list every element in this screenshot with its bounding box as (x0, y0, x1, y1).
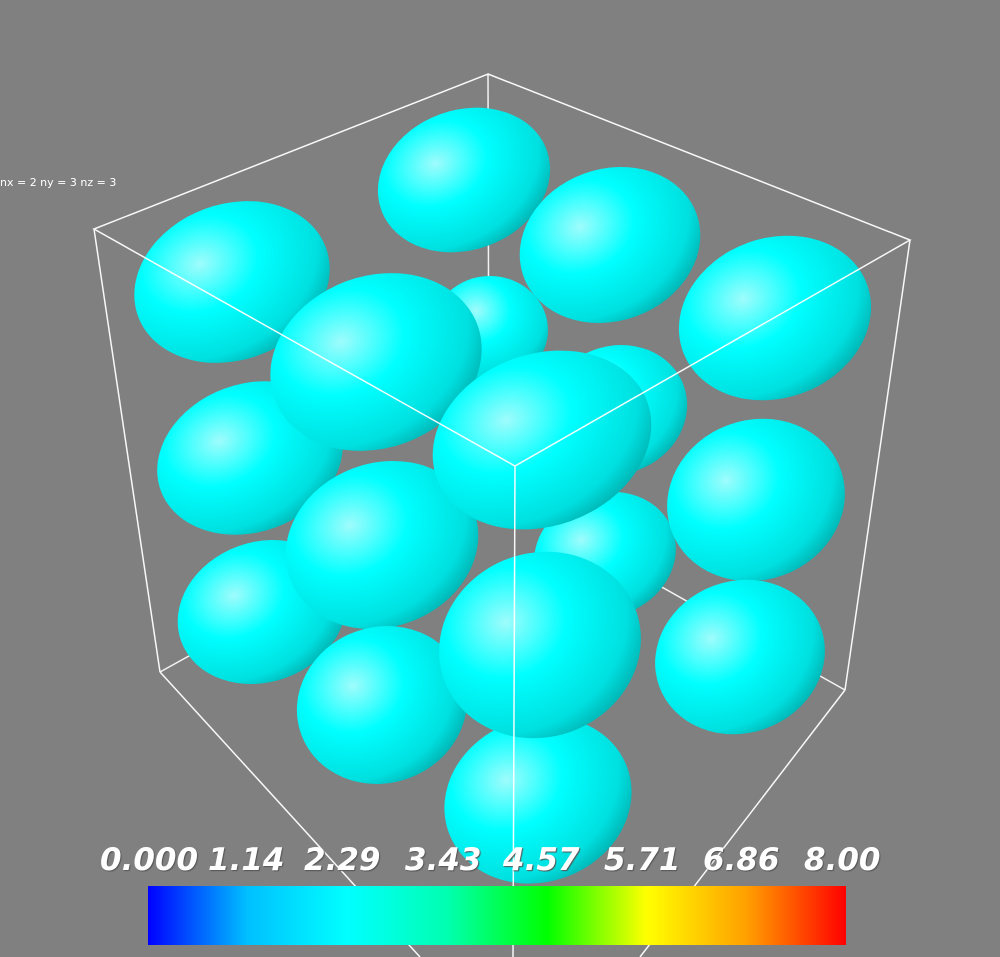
ellipsoid (439, 551, 641, 739)
ellipsoid (432, 350, 652, 530)
colorbar-tick-label: 5.71 (604, 842, 681, 878)
ellipsoid (655, 579, 825, 735)
ellipsoid (296, 626, 468, 784)
ellipsoids (134, 107, 872, 884)
box-front-edges (92, 73, 912, 957)
ellipsoid (444, 716, 632, 884)
colorbar-tick-label: 0.000 (100, 842, 199, 878)
colorbar-tick-labels: 0.000 1.14 2.29 3.43 4.57 5.71 6.86 8.00 (100, 842, 881, 886)
ellipsoid (285, 460, 479, 630)
ellipsoid (270, 273, 482, 451)
colorbar-tick-label: 4.57 (503, 842, 580, 878)
colorbar (148, 886, 846, 945)
colorbar-tick-label: 1.14 (208, 842, 285, 878)
ellipsoid (377, 107, 551, 253)
ellipsoid (134, 201, 330, 363)
grid-size-caption: nx = 2 ny = 3 nz = 3 (0, 176, 117, 189)
colorbar-tick-label: 6.86 (703, 842, 780, 878)
colorbar-tick-label: 8.00 (804, 842, 881, 878)
colorbar-tick-label: 2.29 (304, 842, 381, 878)
colorbar-tick-label: 3.43 (405, 842, 482, 878)
ellipsoid (667, 418, 845, 582)
ellipsoid (519, 166, 701, 324)
